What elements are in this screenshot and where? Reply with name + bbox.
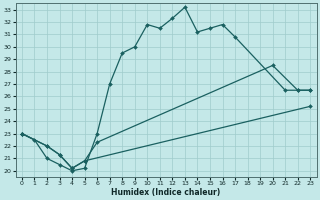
X-axis label: Humidex (Indice chaleur): Humidex (Indice chaleur) [111, 188, 221, 197]
